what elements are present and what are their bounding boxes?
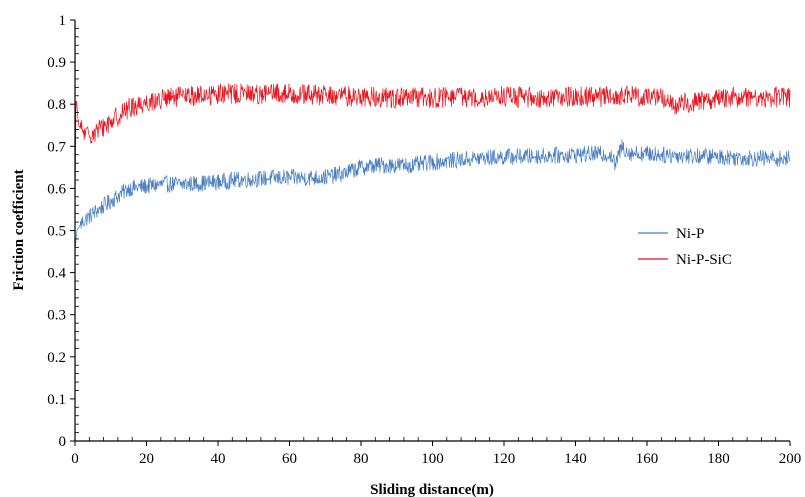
legend-label-ni-p-sic: Ni-P-SiC bbox=[676, 252, 732, 268]
y-tick-label: 0.8 bbox=[47, 97, 66, 113]
x-tick-label: 80 bbox=[354, 451, 369, 467]
y-tick-label: 1 bbox=[59, 13, 67, 29]
y-tick-label: 0.5 bbox=[47, 224, 66, 240]
y-axis-title: Friction coefficient bbox=[11, 169, 27, 290]
x-tick-label: 60 bbox=[282, 451, 297, 467]
x-tick-label: 40 bbox=[211, 451, 226, 467]
y-tick-label: 0.9 bbox=[47, 55, 66, 71]
legend: Ni-P Ni-P-SiC bbox=[638, 226, 732, 268]
y-tick-label: 0.3 bbox=[47, 308, 66, 324]
legend-label-ni-p: Ni-P bbox=[676, 226, 704, 242]
x-tick-label: 20 bbox=[139, 451, 154, 467]
series-line-ni-p-sic bbox=[75, 83, 790, 209]
x-tick-label: 140 bbox=[564, 451, 587, 467]
y-tick-label: 0.4 bbox=[47, 266, 66, 282]
y-tick-label: 0.1 bbox=[47, 392, 66, 408]
y-tick-label: 0 bbox=[59, 434, 67, 450]
y-tick-label: 0.2 bbox=[47, 350, 66, 366]
x-tick-label: 160 bbox=[636, 451, 659, 467]
x-tick-label: 120 bbox=[493, 451, 516, 467]
x-tick-label: 180 bbox=[707, 451, 730, 467]
x-tick-label: 100 bbox=[421, 451, 444, 467]
x-axis-title: Sliding distance(m) bbox=[370, 482, 494, 497]
x-tick-label: 0 bbox=[71, 451, 79, 467]
y-tick-label: 0.7 bbox=[47, 139, 66, 155]
x-tick-label: 200 bbox=[779, 451, 802, 467]
y-tick-label: 0.6 bbox=[47, 181, 66, 197]
